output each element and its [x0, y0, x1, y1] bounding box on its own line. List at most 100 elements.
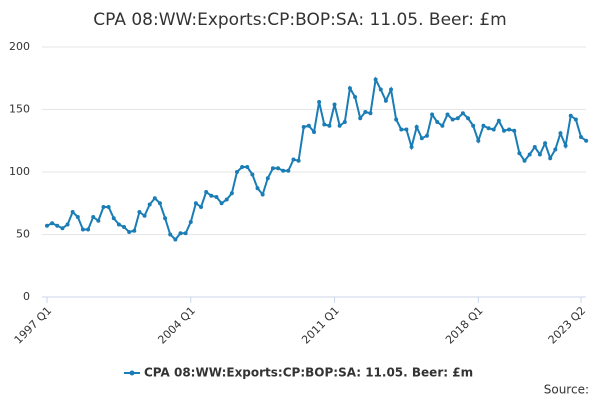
point — [265, 176, 270, 181]
point — [193, 201, 198, 206]
point — [507, 127, 512, 132]
point — [224, 197, 229, 202]
point — [183, 231, 188, 236]
point — [60, 226, 65, 231]
point — [286, 168, 291, 173]
point — [414, 125, 419, 129]
point — [383, 98, 388, 103]
point — [55, 223, 60, 228]
point — [486, 126, 491, 131]
point — [306, 123, 311, 128]
point — [389, 87, 394, 92]
point — [368, 111, 373, 116]
point — [122, 225, 127, 229]
point — [214, 195, 219, 199]
point — [173, 237, 178, 242]
series-line — [46, 76, 587, 241]
point — [250, 172, 255, 177]
point — [209, 193, 214, 198]
point — [188, 220, 193, 224]
point — [527, 152, 532, 157]
point — [337, 123, 342, 128]
point — [234, 170, 239, 174]
x-tick-label: 2011 Q1 — [299, 304, 342, 347]
point — [476, 138, 481, 143]
point — [168, 232, 173, 237]
point — [548, 156, 553, 161]
point — [65, 222, 70, 227]
point — [152, 196, 157, 201]
x-tick-label: 2023 Q2 — [546, 304, 589, 347]
x-tick-label: 2018 Q1 — [443, 304, 486, 347]
point — [532, 145, 537, 149]
point — [127, 230, 132, 234]
point — [96, 218, 101, 223]
point — [481, 123, 486, 128]
point — [363, 110, 368, 114]
point — [445, 112, 450, 117]
point — [563, 143, 568, 148]
point — [106, 205, 111, 209]
point — [240, 165, 245, 169]
point — [163, 216, 168, 221]
point — [373, 77, 378, 82]
point — [568, 113, 573, 118]
point — [157, 201, 162, 206]
point — [229, 191, 234, 196]
point — [276, 166, 281, 171]
point — [255, 186, 260, 191]
point — [537, 152, 542, 157]
point — [512, 128, 517, 133]
point — [399, 127, 404, 132]
point — [86, 227, 91, 232]
point — [491, 127, 496, 132]
point — [419, 136, 424, 141]
point — [327, 123, 332, 128]
point — [142, 213, 147, 218]
point — [424, 133, 429, 138]
point — [219, 201, 224, 206]
point — [147, 202, 152, 207]
point — [543, 141, 548, 146]
source: Source: — [544, 383, 589, 397]
x-tick-label: 2004 Q1 — [155, 304, 198, 347]
y-tick-label: 150 — [9, 103, 30, 116]
point — [409, 145, 414, 149]
y-tick-label: 100 — [9, 165, 30, 178]
point — [291, 157, 296, 162]
point — [296, 158, 301, 163]
point — [322, 122, 327, 127]
chart-title: CPA 08:WW:Exports:CP:BOP:SA: 11.05. Beer… — [93, 10, 506, 30]
point — [245, 165, 250, 169]
point — [430, 112, 435, 117]
point — [178, 231, 183, 236]
point — [312, 130, 316, 134]
point — [378, 87, 383, 92]
point — [50, 221, 55, 226]
y-tick-label: 50 — [16, 228, 30, 241]
point — [471, 123, 476, 128]
point — [573, 117, 578, 122]
point — [466, 116, 471, 121]
point — [553, 147, 558, 152]
point — [80, 227, 85, 232]
point — [199, 205, 204, 209]
point — [101, 205, 106, 209]
point — [450, 117, 455, 122]
point — [75, 215, 80, 219]
point — [116, 222, 121, 227]
legend-marker — [129, 370, 135, 376]
point — [358, 116, 363, 121]
point — [281, 168, 286, 173]
point — [301, 125, 306, 129]
point — [584, 138, 589, 143]
point — [522, 158, 527, 163]
y-tick-label: 200 — [9, 40, 30, 53]
point — [435, 120, 440, 124]
point — [347, 86, 352, 91]
point — [260, 192, 265, 197]
legend-label: CPA 08:WW:Exports:CP:BOP:SA: 11.05. Beer… — [144, 366, 473, 380]
point — [394, 117, 399, 122]
y-tick-label: 0 — [23, 290, 30, 303]
